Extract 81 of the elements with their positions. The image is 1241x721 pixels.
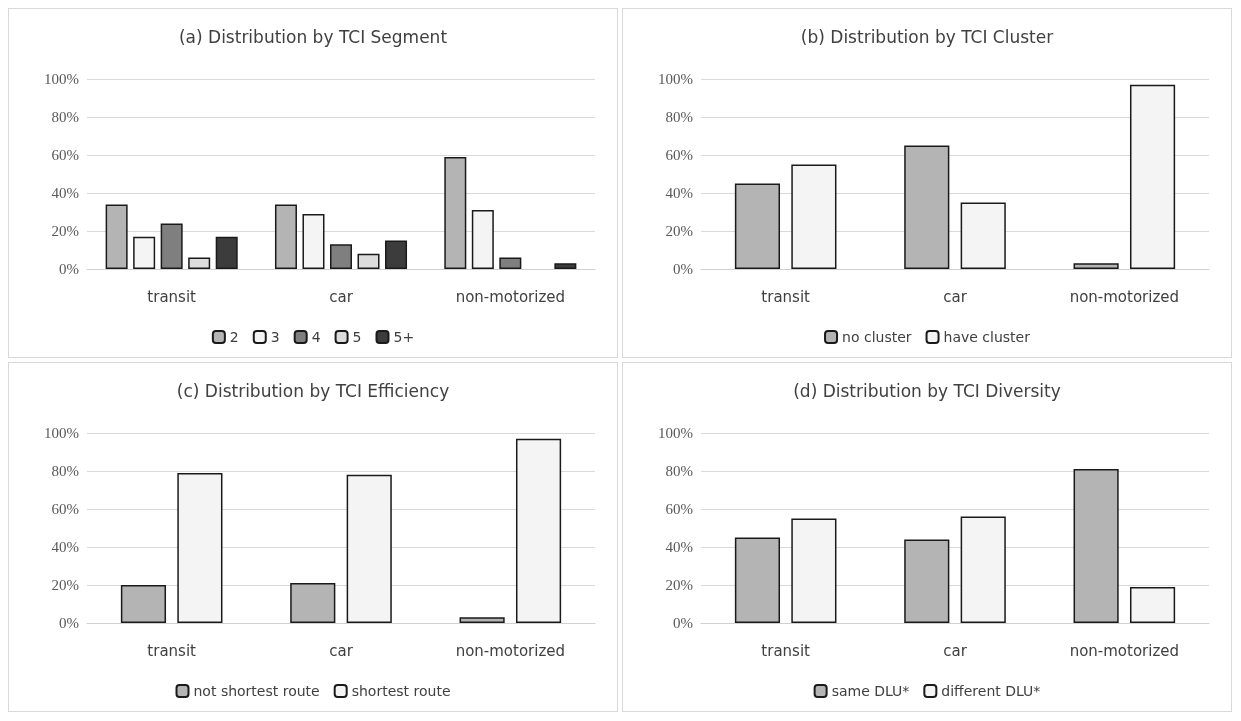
bar: [1073, 263, 1119, 269]
y-tick-label: 0%: [673, 615, 693, 631]
bar: [302, 213, 325, 269]
bar: [105, 204, 128, 269]
bar: [904, 145, 950, 269]
legend-label: different DLU*: [941, 683, 1041, 699]
y-tick-label: 80%: [665, 463, 693, 479]
y-tick-label: 0%: [673, 261, 693, 277]
x-tick-label: car: [329, 287, 354, 306]
y-tick-label: 20%: [51, 223, 79, 239]
y-tick-label: 80%: [51, 463, 79, 479]
x-tick-label: non-motorized: [1069, 641, 1180, 660]
x-tick-label: non-motorized: [1069, 287, 1180, 306]
bar: [133, 236, 156, 269]
legend-label: have cluster: [943, 329, 1031, 345]
chart-title: (c) Distribution by TCI Efficiency: [176, 380, 450, 401]
chart-title: (b) Distribution by TCI Cluster: [800, 26, 1054, 47]
bar: [290, 583, 336, 623]
bar: [444, 156, 467, 269]
bar: [274, 204, 297, 269]
y-tick-label: 60%: [51, 147, 79, 163]
x-tick-label: transit: [147, 641, 197, 660]
bar: [471, 210, 494, 269]
x-tick-label: car: [329, 641, 354, 660]
bar: [1129, 84, 1176, 269]
bar: [791, 518, 837, 623]
chart-title: (d) Distribution by TCI Diversity: [793, 380, 1061, 401]
legend-label: 3: [270, 329, 280, 345]
bar: [554, 263, 577, 269]
x-tick-label: car: [943, 287, 968, 306]
bar: [459, 617, 505, 623]
legend-label: not shortest route: [193, 683, 320, 699]
legend-label: 2: [229, 329, 239, 345]
y-tick-label: 80%: [51, 109, 79, 125]
y-tick-label: 100%: [44, 71, 79, 87]
x-tick-label: transit: [761, 641, 811, 660]
legend-label: same DLU*: [831, 683, 910, 699]
y-tick-label: 20%: [665, 223, 693, 239]
bar: [346, 474, 392, 623]
bar: [385, 240, 408, 269]
x-tick-label: non-motorized: [455, 641, 566, 660]
bar: [515, 438, 562, 623]
y-tick-label: 40%: [665, 539, 693, 555]
bar: [120, 585, 167, 623]
y-tick-label: 20%: [51, 577, 79, 593]
y-tick-label: 60%: [665, 147, 693, 163]
y-tick-label: 20%: [665, 577, 693, 593]
bar: [734, 183, 781, 269]
x-tick-label: non-motorized: [455, 287, 566, 306]
bar: [960, 202, 1006, 269]
bar: [960, 516, 1006, 623]
y-tick-label: 100%: [658, 71, 693, 87]
y-tick-label: 60%: [51, 501, 79, 517]
y-tick-label: 40%: [665, 185, 693, 201]
bar: [1073, 469, 1119, 623]
x-tick-label: transit: [147, 287, 197, 306]
x-tick-label: car: [943, 641, 968, 660]
bar: [1129, 586, 1176, 623]
bar: [499, 257, 522, 269]
y-tick-label: 100%: [44, 425, 79, 441]
bar: [160, 223, 183, 269]
legend-label: shortest route: [351, 683, 451, 699]
bar: [177, 472, 223, 623]
bar: [215, 236, 238, 269]
legend-label: 5+: [393, 329, 415, 345]
y-tick-label: 40%: [51, 539, 79, 555]
chart-title: (a) Distribution by TCI Segment: [178, 26, 448, 47]
x-tick-label: transit: [761, 287, 811, 306]
y-tick-label: 0%: [59, 615, 79, 631]
bar: [791, 164, 837, 269]
legend-label: 5: [352, 329, 362, 345]
y-tick-label: 100%: [658, 425, 693, 441]
legend-label: no cluster: [842, 329, 912, 345]
y-tick-label: 0%: [59, 261, 79, 277]
y-tick-label: 60%: [665, 501, 693, 517]
legend-label: 4: [311, 329, 321, 345]
y-tick-label: 40%: [51, 185, 79, 201]
bar: [329, 244, 353, 269]
y-tick-label: 80%: [665, 109, 693, 125]
bar: [904, 539, 950, 623]
bar: [734, 537, 781, 623]
